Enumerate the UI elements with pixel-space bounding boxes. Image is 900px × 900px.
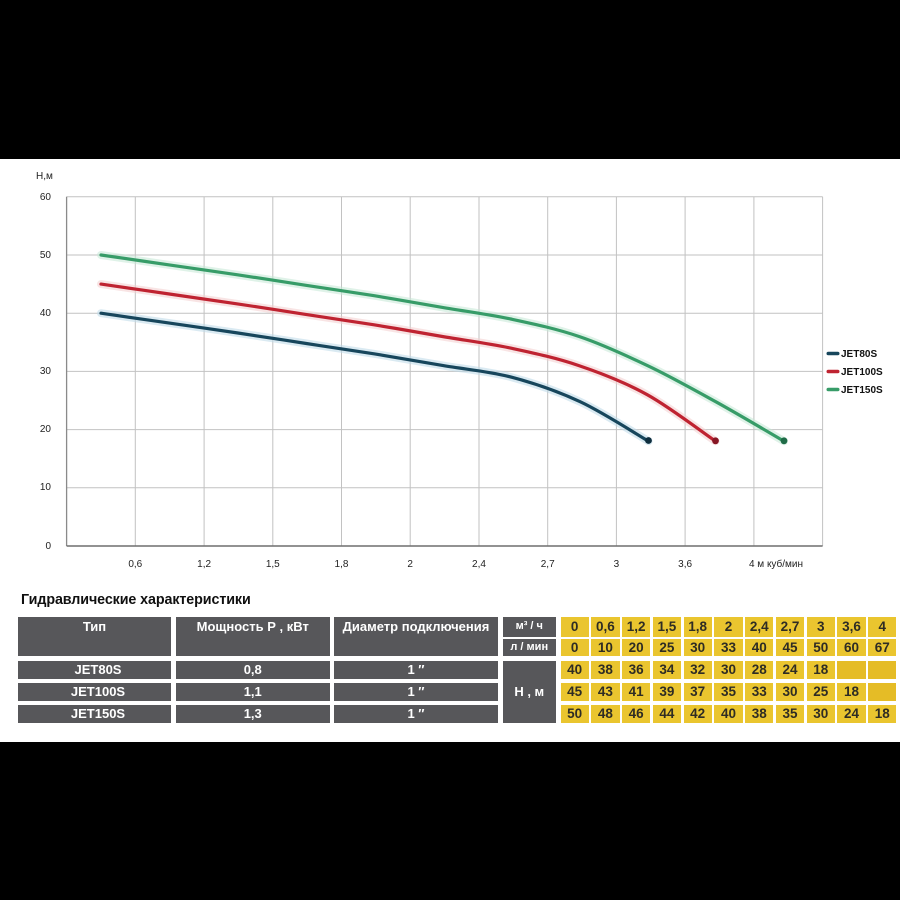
svg-text:0: 0 xyxy=(45,541,51,552)
svg-text:2: 2 xyxy=(407,559,413,570)
svg-text:30: 30 xyxy=(40,366,52,377)
svg-text:1,5: 1,5 xyxy=(266,559,280,570)
svg-text:0,6: 0,6 xyxy=(128,559,142,570)
svg-text:JET100S: JET100S xyxy=(841,367,883,378)
svg-text:50: 50 xyxy=(40,250,52,261)
svg-text:Н,м: Н,м xyxy=(36,171,53,182)
svg-text:JET150S: JET150S xyxy=(841,385,883,396)
svg-text:60: 60 xyxy=(40,192,52,203)
svg-text:2,4: 2,4 xyxy=(472,559,486,570)
svg-text:3,6: 3,6 xyxy=(678,559,692,570)
svg-text:3: 3 xyxy=(614,559,620,570)
svg-text:4 м куб/мин: 4 м куб/мин xyxy=(749,558,803,570)
svg-text:10: 10 xyxy=(40,482,52,493)
svg-text:1,2: 1,2 xyxy=(197,559,211,570)
svg-text:2,7: 2,7 xyxy=(541,559,555,570)
svg-text:JET80S: JET80S xyxy=(841,349,877,360)
svg-text:40: 40 xyxy=(40,308,52,319)
svg-text:1,8: 1,8 xyxy=(335,559,349,570)
svg-text:20: 20 xyxy=(40,424,52,435)
